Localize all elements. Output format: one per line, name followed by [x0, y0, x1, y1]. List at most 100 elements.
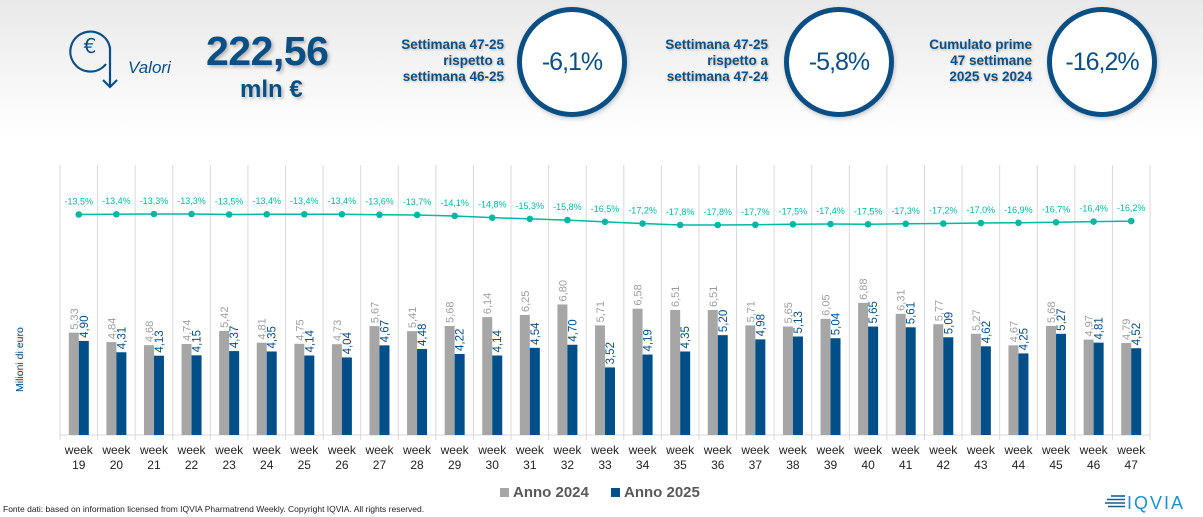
bar-2025: [229, 351, 240, 435]
trend-label: -13,3%: [140, 196, 169, 206]
bar-2024: [181, 343, 192, 435]
trend-label: -15,8%: [553, 202, 582, 212]
trend-point: [827, 220, 834, 228]
legend-swatch-2025: [611, 488, 620, 497]
trend-label: -14,1%: [440, 198, 469, 208]
bar-2025: [492, 355, 503, 435]
trend-label: -15,3%: [516, 201, 545, 211]
bar-label-2025: 4,14: [304, 330, 316, 353]
trend-label: -17,0%: [967, 205, 996, 215]
metric-label: Valori: [128, 58, 171, 77]
bar-label-2025: 3,52: [605, 342, 617, 364]
bar-label-2024: 5,41: [407, 307, 419, 328]
bar-2025: [680, 351, 691, 435]
bar-label-2025: 4,13: [154, 330, 166, 352]
iqvia-logo: IQVIA: [1105, 493, 1185, 513]
trend-label: -13,5%: [215, 196, 244, 206]
trend-label: -17,4%: [816, 206, 845, 216]
bar-label-2025: 4,62: [981, 321, 993, 343]
bar-label-2025: 4,48: [417, 324, 429, 346]
legend-label-2024: Anno 2024: [513, 484, 589, 501]
x-tick-label: week: [101, 443, 131, 457]
bar-2025: [830, 338, 841, 435]
bar-2024: [820, 318, 831, 435]
bar-label-2025: 5,04: [831, 312, 843, 335]
trend-label: -16,4%: [1079, 204, 1108, 214]
trend-point: [789, 220, 797, 228]
bar-2025: [792, 336, 803, 435]
x-tick-label: week: [816, 443, 846, 457]
bar-label-2025: 4,35: [267, 326, 279, 348]
bar-label-2024: 5,42: [219, 307, 231, 328]
x-tick-label: 22: [185, 458, 199, 472]
kpi-label-line: Settimana 47-25: [401, 37, 504, 52]
kpi-cumulative-value: -16,2%: [1047, 7, 1157, 117]
trend-point: [188, 210, 195, 218]
x-tick-label: week: [1079, 443, 1109, 457]
bar-2025: [191, 355, 202, 435]
kpi-label-line: settimana 47-24: [666, 69, 768, 84]
bar-2025: [567, 344, 578, 435]
trend-point: [601, 218, 609, 226]
grid: [59, 165, 1151, 440]
bar-2024: [482, 317, 493, 435]
x-tick-label: 29: [448, 458, 462, 472]
bar-2025: [1131, 348, 1142, 435]
trend-point: [977, 219, 985, 227]
x-tick-label: week: [628, 443, 658, 457]
trend-point: [75, 211, 83, 218]
bar-2024: [1083, 339, 1094, 435]
x-tick-label: 45: [1049, 458, 1063, 472]
data-source-note: Fonte dati: based on information license…: [3, 504, 425, 514]
bar-2025: [868, 326, 879, 435]
bar-label-2024: 5,33: [69, 308, 81, 329]
trend-label: -13,4%: [290, 196, 319, 206]
x-tick-label: 38: [786, 458, 800, 472]
trend-label: -16,2%: [1117, 203, 1146, 213]
trend-label: -13,3%: [177, 196, 206, 206]
bar-2024: [557, 304, 568, 435]
bar-2025: [116, 352, 127, 435]
bar-2024: [143, 345, 154, 435]
x-tick-label: week: [703, 443, 733, 457]
bar-2025: [642, 354, 653, 435]
trend-point: [714, 221, 722, 229]
bar-label-2025: 4,35: [680, 326, 692, 348]
kpi-year-over-year-label: Settimana 47-25 rispetto a settimana 47-…: [644, 37, 768, 85]
bar-2024: [106, 342, 117, 435]
bar-label-2025: 5,20: [718, 310, 730, 332]
x-tick-label: 24: [260, 458, 274, 472]
bar-label-2025: 4,14: [492, 330, 504, 353]
x-tick-label: week: [891, 443, 921, 457]
bar-label-2025: 4,19: [643, 329, 655, 351]
trend-label: -13,4%: [328, 196, 357, 206]
x-tick-label: 40: [861, 458, 875, 472]
trend-label: -17,7%: [741, 207, 770, 217]
trend-line: -13,5% -13,4% -13,3% -13,3% -13,5% -13,4% -13,…: [65, 196, 1146, 229]
x-tick-label: 23: [222, 458, 236, 472]
bar-2024: [632, 308, 643, 435]
bar-label-2024: 4,81: [257, 318, 269, 339]
bar-2025: [755, 339, 766, 435]
bar-2024: [1008, 345, 1019, 435]
bar-2024: [670, 310, 681, 435]
bar-label-2024: 6,88: [858, 278, 870, 299]
trend-point: [864, 220, 872, 228]
bar-label-2024: 6,05: [821, 294, 833, 315]
x-axis-ticks: week19week20week21week22week23week24week…: [64, 443, 1146, 472]
trend-point: [338, 210, 346, 218]
bar-2024: [407, 331, 418, 435]
x-tick-label: 19: [72, 458, 86, 472]
bar-2025: [304, 355, 315, 435]
x-tick-label: 42: [937, 458, 951, 472]
bar-2025: [417, 348, 428, 435]
bar-2024: [256, 342, 267, 435]
bar-2024: [369, 326, 380, 435]
bar-label-2024: 6,51: [708, 286, 720, 307]
x-tick-label: week: [853, 443, 883, 457]
bar-2024: [895, 313, 906, 435]
svg-text:IQVIA: IQVIA: [1127, 493, 1185, 513]
trend-label: -13,6%: [365, 197, 394, 207]
bar-2025: [905, 327, 916, 435]
